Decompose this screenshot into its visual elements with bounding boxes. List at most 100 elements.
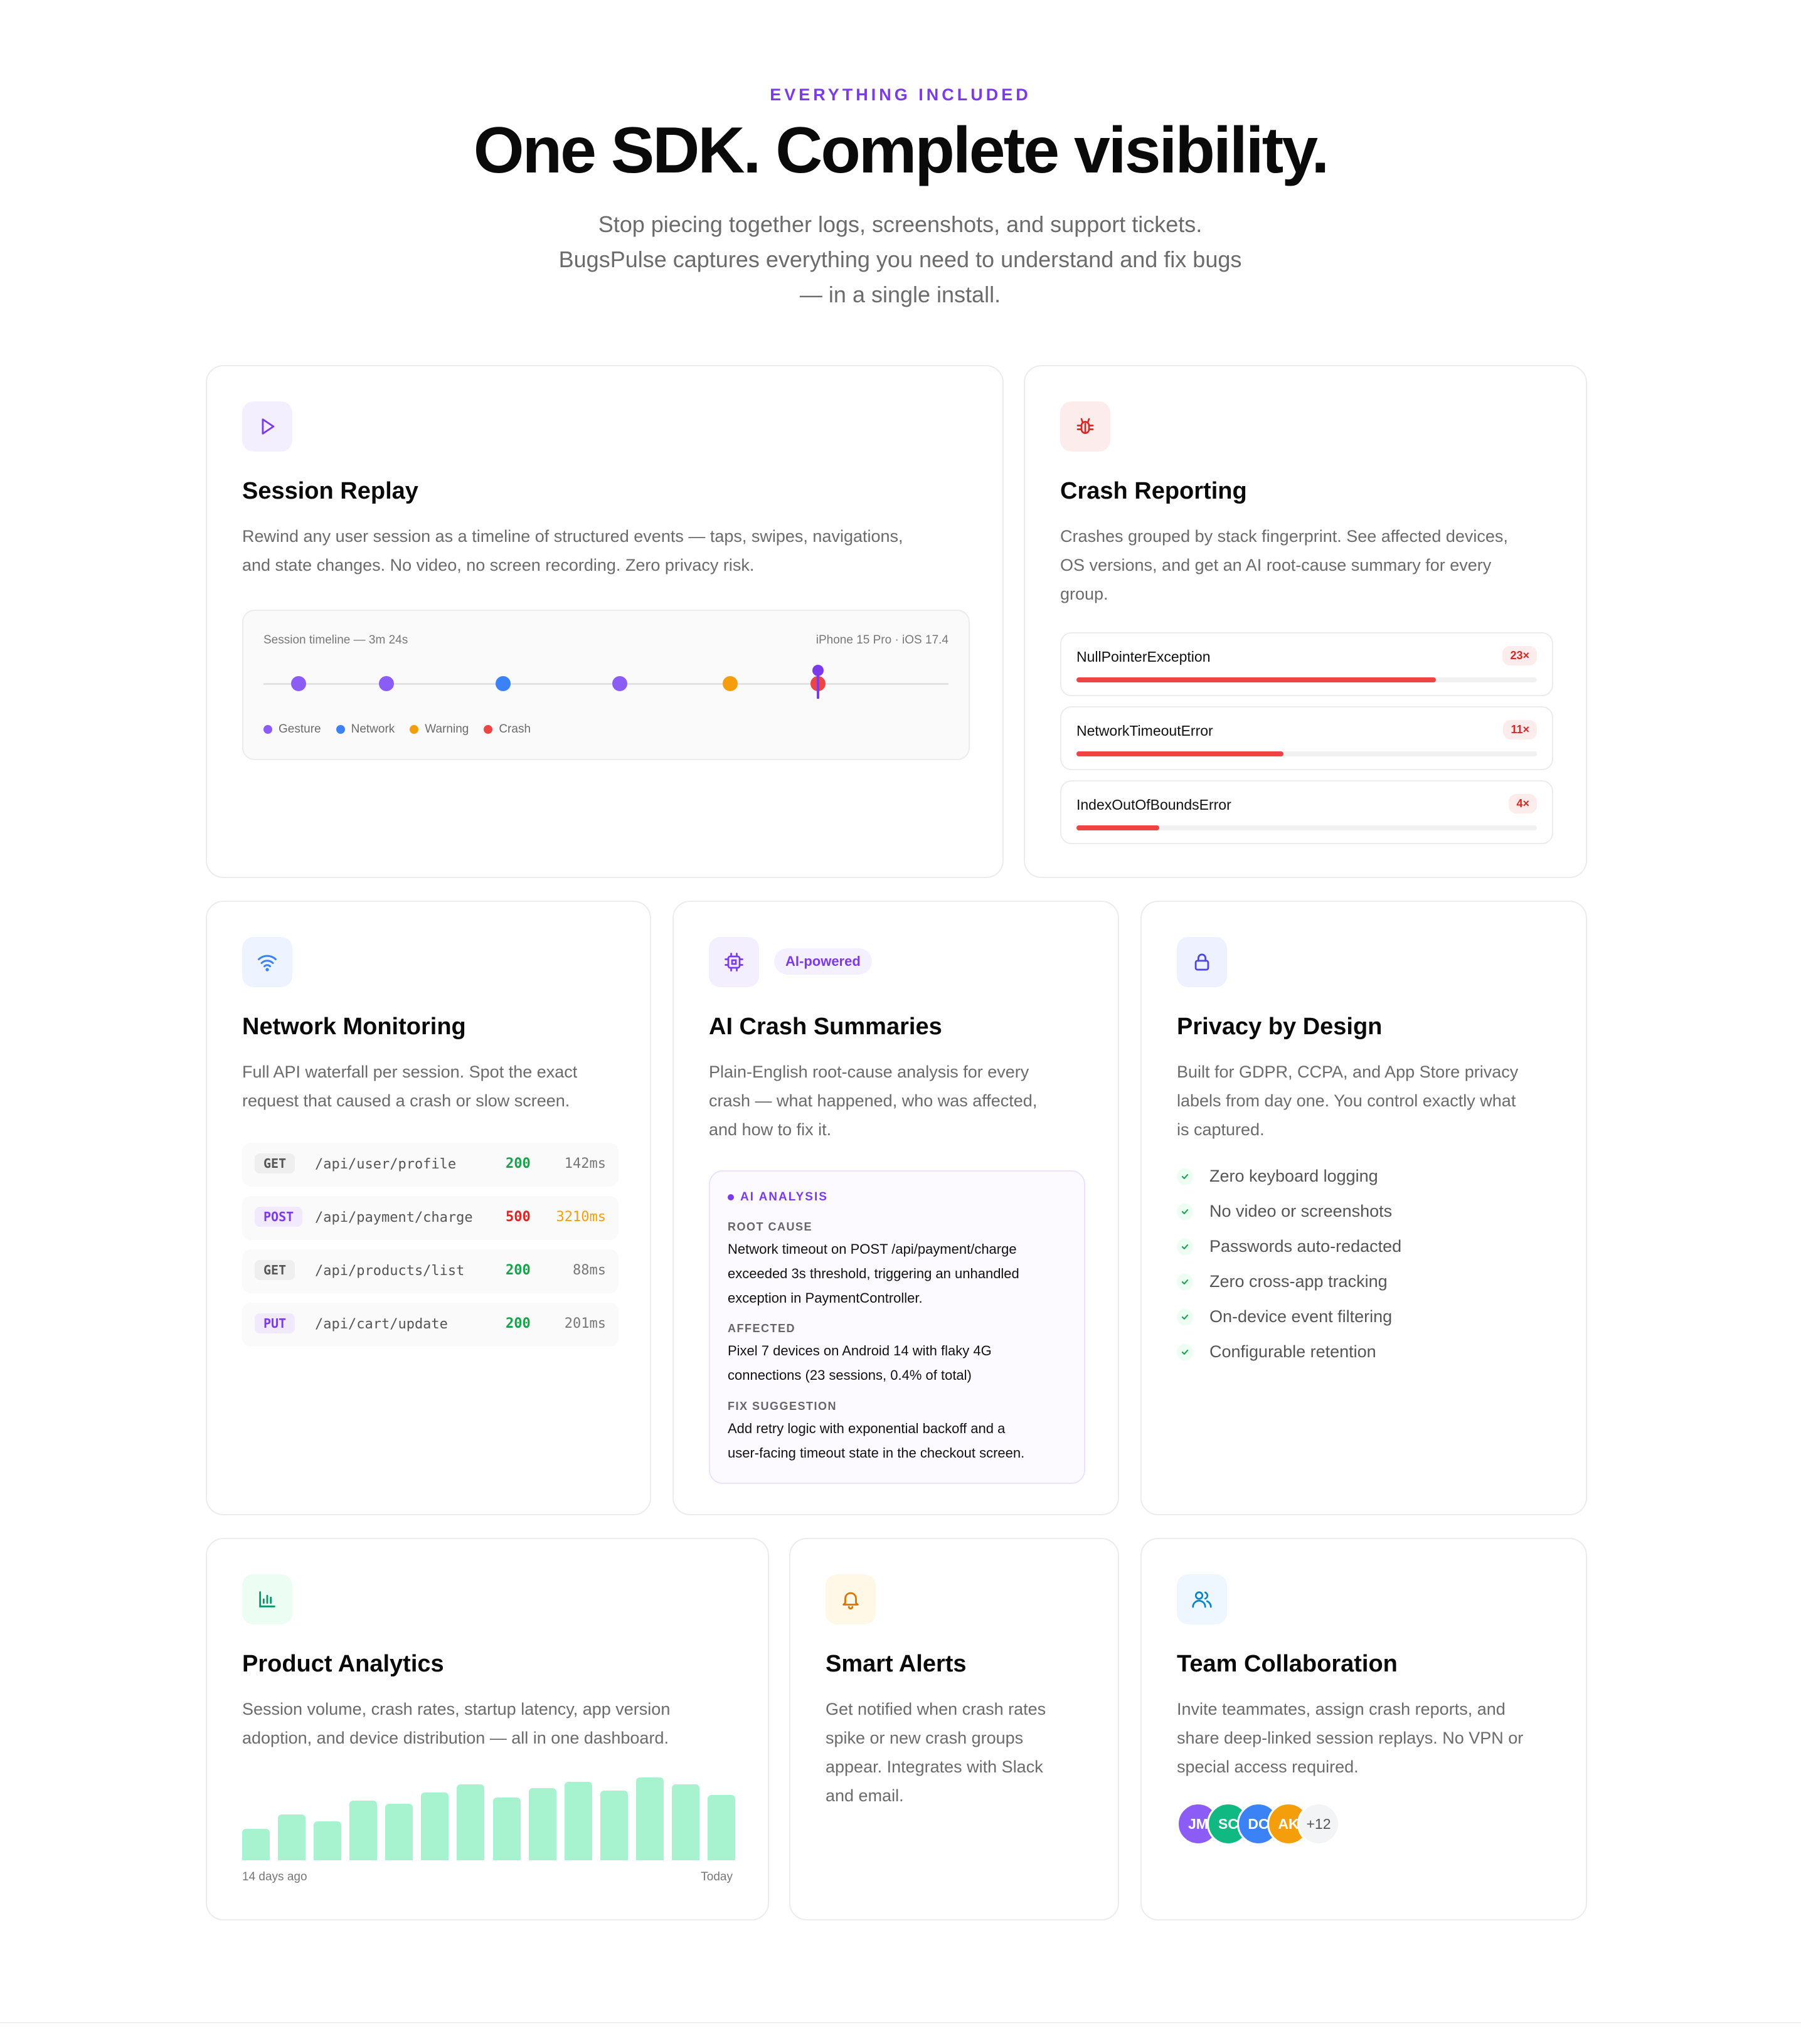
privacy-feature-label: Configurable retention [1209,1342,1376,1361]
smart-alerts-card: Smart Alerts Get notified when crash rat… [789,1538,1119,1920]
description-line: Rewind any user session as a timeline of… [242,527,903,546]
session-replay-card: Session Replay Rewind any user session a… [206,365,1004,878]
crash-group-row[interactable]: IndexOutOfBoundsError 4× [1060,780,1553,844]
analysis-line: exceeded 3s threshold, triggering an unh… [728,1266,1019,1281]
chart-range-end: Today [701,1870,733,1883]
timeline-event-warning[interactable] [723,676,738,691]
playhead-handle[interactable] [812,665,824,676]
privacy-feature-item: Zero keyboard logging [1177,1167,1378,1186]
avatar-initials: AK [1278,1815,1299,1832]
timeline-event-gesture[interactable] [612,676,627,691]
crash-group-row[interactable]: NetworkTimeoutError 11× [1060,706,1553,770]
description-line: is captured. [1177,1120,1265,1139]
crash-group-name: NullPointerException [1076,649,1211,665]
timeline-event-gesture[interactable] [379,676,394,691]
privacy-feature-label: No video or screenshots [1209,1202,1393,1221]
card-title: Privacy by Design [1177,1014,1383,1040]
crash-group-name: NetworkTimeoutError [1076,723,1213,739]
crash-share-fill [1076,751,1284,756]
legend-gesture: Gesture [263,723,321,736]
privacy-feature-item: Passwords auto-redacted [1177,1237,1401,1256]
analytics-bar [600,1791,628,1860]
http-method: GET [255,1153,295,1173]
root-cause-text: Network timeout on POST /api/payment/cha… [728,1237,1019,1310]
card-description: Built for GDPR, CCPA, and App Store priv… [1177,1057,1518,1144]
analytics-bar [635,1777,664,1860]
subtitle-line: — in a single install. [799,282,1001,307]
description-line: Full API waterfall per session. Spot the… [242,1062,578,1081]
http-method: GET [255,1260,295,1280]
status-code: 200 [506,1316,531,1332]
section-title: One SDK. Complete visibility. [473,114,1330,187]
team-collaboration-card: Team Collaboration Invite teammates, ass… [1140,1538,1587,1920]
subtitle-line: BugsPulse captures everything you need t… [558,246,1242,272]
legend-network: Network [336,723,395,736]
check-icon [1177,1203,1193,1220]
card-title: Team Collaboration [1177,1651,1398,1677]
avatar-initials: SC [1218,1815,1238,1832]
request-duration: 142ms [564,1156,606,1172]
card-description: Invite teammates, assign crash reports, … [1177,1695,1523,1781]
playhead[interactable] [817,672,819,699]
analytics-bar [385,1804,413,1860]
bell-icon [826,1574,876,1624]
card-description: Get notified when crash rates spike or n… [826,1695,1046,1810]
legend-label: Gesture [279,723,321,736]
request-path: /api/user/profile [315,1157,457,1172]
affected-label: AFFECTED [728,1322,795,1335]
card-title: Smart Alerts [826,1651,967,1677]
analytics-bar [314,1821,342,1860]
analytics-bar [278,1814,306,1860]
section-subtitle: Stop piecing together logs, screenshots,… [524,207,1277,312]
card-title: AI Crash Summaries [709,1014,942,1040]
privacy-feature-label: Zero cross-app tracking [1209,1272,1388,1291]
bar-chart-icon [242,1574,292,1624]
analytics-bar [492,1798,521,1860]
play-icon [242,401,292,452]
card-title: Product Analytics [242,1651,444,1677]
analytics-bar [564,1782,592,1860]
privacy-feature-item: Configurable retention [1177,1342,1376,1362]
lock-icon [1177,937,1227,987]
network-request-row[interactable]: PUT /api/cart/update 200 201ms [242,1303,619,1347]
chart-range-start: 14 days ago [242,1870,307,1883]
description-line: Crashes grouped by stack fingerprint. Se… [1060,527,1508,546]
privacy-feature-label: On-device event filtering [1209,1307,1393,1326]
avatar-overflow-count[interactable]: +12 [1297,1803,1340,1845]
network-request-row[interactable]: GET /api/products/list 200 88ms [242,1249,619,1293]
analytics-bar [671,1784,699,1860]
card-description: Plain-English root-cause analysis for ev… [709,1057,1037,1144]
crash-group-row[interactable]: NullPointerException 23× [1060,632,1553,696]
timeline-track [263,683,948,685]
timeline-event-gesture[interactable] [291,676,306,691]
analysis-line: Network timeout on POST /api/payment/cha… [728,1241,1017,1257]
network-request-row[interactable]: POST /api/payment/charge 500 3210ms [242,1196,619,1240]
request-path: /api/products/list [315,1263,465,1279]
description-line: appear. Integrates with Slack [826,1757,1043,1776]
description-line: Get notified when crash rates [826,1700,1046,1718]
network-request-row[interactable]: GET /api/user/profile 200 142ms [242,1143,619,1187]
description-line: Built for GDPR, CCPA, and App Store priv… [1177,1062,1519,1081]
avatar-initials: JM [1188,1815,1208,1832]
legend-crash: Crash [484,723,531,736]
description-line: crash — what happened, who was affected, [709,1091,1038,1110]
section-divider [0,2022,1801,2023]
crash-count-badge: 23× [1502,646,1537,665]
timeline-event-network[interactable] [496,676,511,691]
privacy-card: Privacy by Design Built for GDPR, CCPA, … [1140,901,1587,1515]
check-icon [1177,1168,1193,1185]
request-duration: 201ms [564,1316,606,1332]
fix-suggestion-label: FIX SUGGESTION [728,1400,837,1412]
crash-share-bar [1076,677,1537,682]
analytics-bar [242,1829,270,1860]
request-path: /api/payment/charge [315,1210,473,1226]
timeline-legend: Gesture Network Warning Crash [263,723,531,736]
crash-share-bar [1076,825,1537,830]
http-method: PUT [255,1313,295,1333]
card-description: Rewind any user session as a timeline of… [242,522,903,580]
legend-label: Warning [425,723,469,736]
ai-analysis-panel: AI ANALYSIS ROOT CAUSE Network timeout o… [709,1170,1085,1484]
description-line: and how to fix it. [709,1120,832,1139]
description-line: Invite teammates, assign crash reports, … [1177,1700,1506,1718]
privacy-feature-label: Passwords auto-redacted [1209,1237,1402,1256]
